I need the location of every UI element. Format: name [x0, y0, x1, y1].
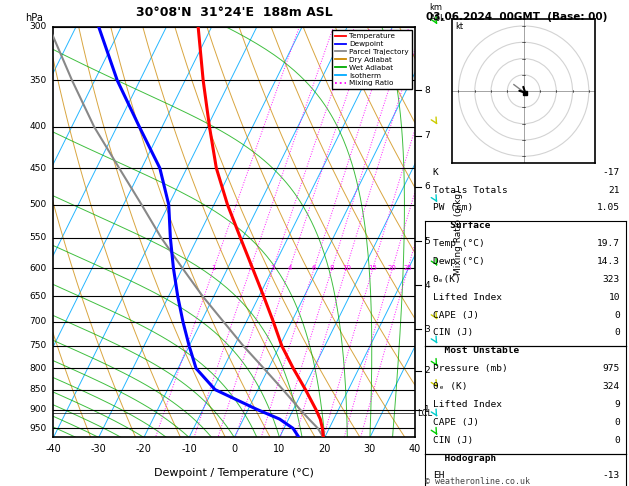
Text: 10: 10 — [342, 265, 351, 271]
Text: km
ASL: km ASL — [430, 3, 445, 23]
Text: CAPE (J): CAPE (J) — [433, 418, 479, 427]
Text: 3: 3 — [271, 265, 276, 271]
Text: 650: 650 — [29, 292, 47, 301]
Text: 350: 350 — [29, 76, 47, 85]
Text: Hodograph: Hodograph — [433, 453, 496, 463]
Text: 10: 10 — [274, 444, 286, 453]
Legend: Temperature, Dewpoint, Parcel Trajectory, Dry Adiabat, Wet Adiabat, Isotherm, Mi: Temperature, Dewpoint, Parcel Trajectory… — [332, 30, 411, 89]
Text: 800: 800 — [29, 364, 47, 373]
Text: 8: 8 — [424, 86, 430, 95]
Text: Pressure (mb): Pressure (mb) — [433, 364, 508, 373]
Text: 03.06.2024  00GMT  (Base: 00): 03.06.2024 00GMT (Base: 00) — [426, 12, 608, 22]
Text: 2: 2 — [248, 265, 253, 271]
Text: 0: 0 — [231, 444, 237, 453]
Text: Mixing Ratio (g/kg): Mixing Ratio (g/kg) — [454, 189, 463, 275]
Text: -13: -13 — [603, 471, 620, 481]
Text: -17: -17 — [603, 168, 620, 177]
Text: PW (cm): PW (cm) — [433, 204, 473, 212]
Text: 19.7: 19.7 — [597, 239, 620, 248]
Text: 950: 950 — [29, 424, 47, 433]
Text: 6: 6 — [312, 265, 316, 271]
Text: 15: 15 — [369, 265, 377, 271]
Text: 0: 0 — [614, 418, 620, 427]
Text: Lifted Index: Lifted Index — [433, 293, 501, 302]
Text: 600: 600 — [29, 264, 47, 273]
Text: 400: 400 — [29, 122, 47, 132]
Text: CIN (J): CIN (J) — [433, 329, 473, 337]
Text: 1: 1 — [211, 265, 216, 271]
Text: 9: 9 — [614, 400, 620, 409]
Text: -40: -40 — [45, 444, 62, 453]
Text: Totals Totals: Totals Totals — [433, 186, 508, 194]
Text: K: K — [433, 168, 438, 177]
Text: CIN (J): CIN (J) — [433, 435, 473, 445]
Text: 0: 0 — [614, 329, 620, 337]
Text: 10: 10 — [608, 293, 620, 302]
Text: 300: 300 — [29, 22, 47, 31]
Text: hPa: hPa — [25, 13, 43, 23]
Text: 4: 4 — [424, 281, 430, 290]
Text: Dewpoint / Temperature (°C): Dewpoint / Temperature (°C) — [154, 468, 314, 478]
Text: 20: 20 — [388, 265, 397, 271]
Text: Most Unstable: Most Unstable — [433, 347, 519, 355]
Text: LCL: LCL — [417, 409, 432, 418]
Text: 7: 7 — [424, 131, 430, 140]
Text: θₑ(K): θₑ(K) — [433, 275, 462, 284]
Text: -20: -20 — [136, 444, 152, 453]
Text: EH: EH — [433, 471, 444, 481]
Text: 25: 25 — [404, 265, 413, 271]
Text: θₑ (K): θₑ (K) — [433, 382, 467, 391]
Text: © weatheronline.co.uk: © weatheronline.co.uk — [425, 477, 530, 486]
Text: 8: 8 — [330, 265, 334, 271]
Text: 550: 550 — [29, 233, 47, 243]
Text: Temp (°C): Temp (°C) — [433, 239, 484, 248]
Text: 14.3: 14.3 — [597, 257, 620, 266]
Text: -10: -10 — [181, 444, 197, 453]
Text: Surface: Surface — [433, 221, 490, 230]
Text: 5: 5 — [424, 237, 430, 245]
Text: kt: kt — [455, 22, 464, 31]
Text: 450: 450 — [29, 163, 47, 173]
Text: 3: 3 — [424, 325, 430, 334]
Text: 6: 6 — [424, 182, 430, 191]
Text: 0: 0 — [614, 311, 620, 320]
Text: 21: 21 — [608, 186, 620, 194]
Text: 40: 40 — [409, 444, 421, 453]
Text: 324: 324 — [603, 382, 620, 391]
Text: 500: 500 — [29, 200, 47, 209]
Text: CAPE (J): CAPE (J) — [433, 311, 479, 320]
Text: 30: 30 — [364, 444, 376, 453]
Text: 4: 4 — [287, 265, 292, 271]
Text: 750: 750 — [29, 342, 47, 350]
Text: 2: 2 — [424, 366, 430, 375]
Text: 323: 323 — [603, 275, 620, 284]
Text: -30: -30 — [91, 444, 106, 453]
Text: Dewp (°C): Dewp (°C) — [433, 257, 484, 266]
Text: Lifted Index: Lifted Index — [433, 400, 501, 409]
Text: 30°08'N  31°24'E  188m ASL: 30°08'N 31°24'E 188m ASL — [136, 5, 333, 18]
Text: 975: 975 — [603, 364, 620, 373]
Text: 1.05: 1.05 — [597, 204, 620, 212]
Text: 700: 700 — [29, 317, 47, 327]
Text: 20: 20 — [318, 444, 331, 453]
Text: 900: 900 — [29, 405, 47, 414]
Text: 1: 1 — [424, 405, 430, 414]
Text: 850: 850 — [29, 385, 47, 394]
Text: 0: 0 — [614, 435, 620, 445]
